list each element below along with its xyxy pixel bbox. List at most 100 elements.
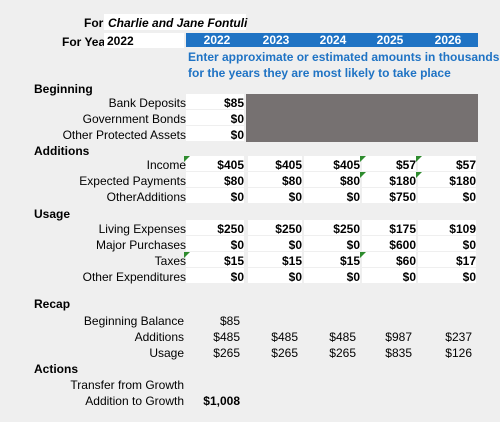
input-cell[interactable] <box>418 156 476 171</box>
recap-additions-label: Additions <box>134 330 184 344</box>
value-cell: $0 <box>462 190 476 204</box>
recap-beginning-value: $85 <box>219 314 240 328</box>
input-cell[interactable] <box>304 252 360 267</box>
comment-flag-icon <box>360 252 366 258</box>
value-cell: $250 <box>275 222 302 236</box>
comment-flag-icon <box>360 156 366 162</box>
value-cell: $0 <box>462 238 476 252</box>
input-cell[interactable] <box>248 156 302 171</box>
row-label-bank-deposits: Bank Deposits <box>108 96 186 110</box>
year-value: 2022 <box>107 34 134 48</box>
input-cell[interactable] <box>418 172 476 187</box>
transfer-from-growth-label: Transfer from Growth <box>70 378 184 392</box>
value-cell: $250 <box>217 222 244 236</box>
comment-flag-icon <box>184 252 190 258</box>
value-other-protected-assets: $0 <box>230 128 244 142</box>
value-government-bonds: $0 <box>230 112 244 126</box>
value-cell: $405 <box>333 158 360 172</box>
input-cell[interactable] <box>186 188 244 203</box>
input-cell[interactable] <box>304 220 360 235</box>
value-cell: $0 <box>230 190 244 204</box>
value-cell: $750 <box>389 190 416 204</box>
input-cell[interactable] <box>362 220 416 235</box>
year-header-4: 2025 <box>362 33 418 47</box>
input-cell[interactable] <box>248 188 302 203</box>
value-cell: $0 <box>288 238 302 252</box>
section-recap-title: Recap <box>34 297 71 311</box>
input-cell[interactable] <box>248 236 302 251</box>
input-cell[interactable] <box>362 172 416 187</box>
value-cell: $0 <box>346 270 360 284</box>
section-additions-title: Additions <box>34 144 90 158</box>
input-cell[interactable] <box>304 236 360 251</box>
for-name-value: Charlie and Jane Fontuli <box>108 16 248 30</box>
input-cell[interactable] <box>418 220 476 235</box>
recap-value: $987 <box>385 330 412 344</box>
input-cell[interactable] <box>362 252 416 267</box>
input-cell[interactable] <box>186 268 244 283</box>
year-cell[interactable]: 2022 <box>104 33 184 48</box>
value-cell: $405 <box>217 158 244 172</box>
input-cell[interactable] <box>304 156 360 171</box>
instruction-note-line2: for the years they are most likely to ta… <box>188 66 451 80</box>
value-cell: $0 <box>230 270 244 284</box>
recap-value: $237 <box>445 330 472 344</box>
year-header-3: 2024 <box>304 33 362 47</box>
input-cell[interactable] <box>362 188 416 203</box>
value-cell: $180 <box>389 174 416 188</box>
recap-value: $265 <box>213 346 240 360</box>
value-cell: $0 <box>462 270 476 284</box>
section-beginning-title: Beginning <box>34 82 93 96</box>
value-cell: $109 <box>449 222 476 236</box>
input-cell[interactable] <box>248 220 302 235</box>
input-cell[interactable] <box>418 268 476 283</box>
input-cell[interactable] <box>186 172 244 187</box>
recap-value: $265 <box>329 346 356 360</box>
row-label-other-protected-assets: Other Protected Assets <box>62 128 186 142</box>
row-label: Major Purchases <box>95 238 186 252</box>
input-cell[interactable] <box>418 188 476 203</box>
addition-to-growth-value: $1,008 <box>203 394 240 408</box>
input-cell[interactable] <box>304 268 360 283</box>
value-cell: $0 <box>288 190 302 204</box>
input-cell[interactable] <box>186 236 244 251</box>
value-cell: $0 <box>402 270 416 284</box>
row-label: Expected Payments <box>79 174 186 188</box>
input-cell[interactable] <box>418 252 476 267</box>
for-name-cell[interactable]: Charlie and Jane Fontuli <box>104 14 248 30</box>
section-actions-title: Actions <box>34 362 79 376</box>
value-cell: $405 <box>275 158 302 172</box>
input-cell[interactable] <box>362 236 416 251</box>
input-cell[interactable] <box>186 220 244 235</box>
for-label: For: <box>84 16 108 30</box>
comment-flag-icon <box>360 172 366 178</box>
value-cell: $80 <box>281 174 302 188</box>
recap-value: $485 <box>213 330 240 344</box>
input-government-bonds[interactable] <box>186 110 244 125</box>
input-cell[interactable] <box>362 268 416 283</box>
input-other-protected-assets[interactable] <box>186 126 244 141</box>
year-header-5: 2026 <box>418 33 478 47</box>
comment-flag-icon <box>416 172 422 178</box>
input-cell[interactable] <box>304 172 360 187</box>
input-cell[interactable] <box>186 156 244 171</box>
value-cell: $15 <box>281 254 302 268</box>
value-cell: $600 <box>389 238 416 252</box>
input-cell[interactable] <box>186 252 244 267</box>
input-cell[interactable] <box>248 268 302 283</box>
input-cell[interactable] <box>248 252 302 267</box>
value-cell: $57 <box>395 158 416 172</box>
input-cell[interactable] <box>418 236 476 251</box>
recap-value: $126 <box>445 346 472 360</box>
value-cell: $17 <box>455 254 476 268</box>
input-cell[interactable] <box>362 156 416 171</box>
value-cell: $15 <box>223 254 244 268</box>
input-bank-deposits[interactable] <box>186 94 244 109</box>
input-cell[interactable] <box>304 188 360 203</box>
instruction-note-line1: Enter approximate or estimated amounts i… <box>188 50 500 64</box>
comment-flag-icon <box>184 156 190 162</box>
row-label: OtherAdditions <box>106 190 186 204</box>
value-cell: $180 <box>449 174 476 188</box>
input-cell[interactable] <box>248 172 302 187</box>
value-cell: $250 <box>333 222 360 236</box>
